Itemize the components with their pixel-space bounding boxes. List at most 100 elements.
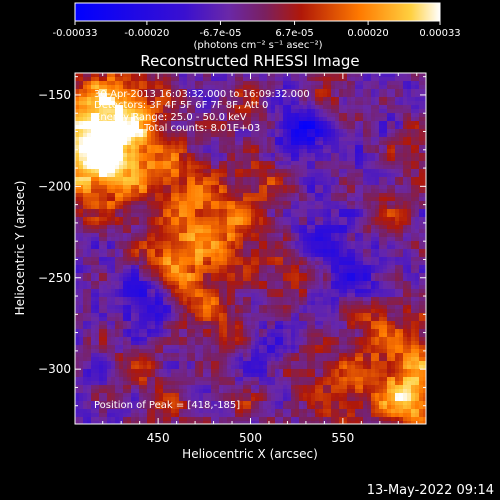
heatmap-cell <box>167 109 172 114</box>
heatmap-cell <box>383 181 388 186</box>
heatmap-cell <box>75 97 80 102</box>
heatmap-cell <box>163 161 168 166</box>
heatmap-cell <box>207 121 212 126</box>
heatmap-cell <box>123 265 128 270</box>
heatmap-cell <box>279 113 284 118</box>
heatmap-cell <box>315 77 320 82</box>
heatmap-cell <box>371 225 376 230</box>
heatmap-cell <box>267 141 272 146</box>
heatmap-cell <box>151 181 156 186</box>
heatmap-cell <box>199 197 204 202</box>
heatmap-cell <box>127 161 132 166</box>
heatmap-cell <box>379 153 384 158</box>
heatmap-cell <box>383 245 388 250</box>
heatmap-cell <box>131 193 136 198</box>
heatmap-cell <box>159 97 164 102</box>
heatmap-cell <box>91 281 96 286</box>
heatmap-cell <box>111 297 116 302</box>
heatmap-cell <box>423 157 426 162</box>
heatmap-cell <box>271 181 276 186</box>
heatmap-cell <box>183 77 188 82</box>
heatmap-cell <box>147 125 152 130</box>
heatmap-cell <box>215 145 220 150</box>
heatmap-cell <box>335 145 340 150</box>
heatmap-cell <box>243 185 248 190</box>
heatmap-cell <box>275 217 280 222</box>
heatmap-cell <box>327 105 332 110</box>
heatmap-cell <box>319 265 324 270</box>
heatmap-cell <box>395 265 400 270</box>
heatmap-cell <box>187 261 192 266</box>
heatmap-cell <box>103 201 108 206</box>
heatmap-cell <box>167 253 172 258</box>
heatmap-cell <box>299 101 304 106</box>
heatmap-cell <box>287 129 292 134</box>
heatmap-cell <box>175 113 180 118</box>
heatmap-cell <box>107 193 112 198</box>
heatmap-cell <box>287 209 292 214</box>
heatmap-cell <box>307 89 312 94</box>
heatmap-cell <box>111 237 116 242</box>
heatmap-cell <box>207 73 212 78</box>
heatmap-cell <box>351 201 356 206</box>
heatmap-cell <box>179 233 184 238</box>
heatmap-cell <box>167 209 172 214</box>
heatmap-cell <box>167 181 172 186</box>
heatmap-cell <box>295 209 300 214</box>
heatmap-cell <box>87 201 92 206</box>
heatmap-cell <box>423 209 426 214</box>
heatmap-cell <box>335 77 340 82</box>
heatmap-cell <box>263 293 268 298</box>
heatmap-cell <box>83 141 88 146</box>
heatmap-cell <box>99 117 104 122</box>
heatmap-cell <box>343 289 348 294</box>
heatmap-cell <box>259 81 264 86</box>
heatmap-cell <box>283 109 288 114</box>
heatmap-cell <box>279 153 284 158</box>
heatmap-cell <box>163 169 168 174</box>
heatmap-cell <box>355 121 360 126</box>
heatmap-cell <box>163 197 168 202</box>
heatmap-cell <box>259 169 264 174</box>
heatmap-cell <box>391 273 396 278</box>
heatmap-cell <box>183 73 188 78</box>
heatmap-cell <box>87 257 92 262</box>
heatmap-cell <box>239 201 244 206</box>
heatmap-cell <box>147 193 152 198</box>
heatmap-cell <box>379 173 384 178</box>
heatmap-cell <box>279 293 284 298</box>
heatmap-cell <box>95 225 100 230</box>
heatmap-cell <box>335 245 340 250</box>
heatmap-cell <box>371 281 376 286</box>
heatmap-cell <box>247 289 252 294</box>
heatmap-cell <box>159 205 164 210</box>
heatmap-cell <box>99 273 104 278</box>
heatmap-cell <box>331 113 336 118</box>
heatmap-cell <box>339 253 344 258</box>
heatmap-cell <box>275 149 280 154</box>
heatmap-cell <box>91 257 96 262</box>
heatmap-cell <box>283 93 288 98</box>
heatmap-cell <box>331 193 336 198</box>
heatmap-cell <box>175 93 180 98</box>
heatmap-cell <box>135 253 140 258</box>
heatmap-cell <box>331 141 336 146</box>
heatmap-cell <box>183 117 188 122</box>
heatmap-cell <box>319 137 324 142</box>
heatmap-cell <box>131 101 136 106</box>
heatmap-cell <box>191 129 196 134</box>
heatmap-cell <box>211 161 216 166</box>
heatmap-cell <box>151 93 156 98</box>
heatmap-cell <box>147 265 152 270</box>
heatmap-cell <box>99 169 104 174</box>
heatmap-cell <box>75 193 80 198</box>
heatmap-cell <box>211 77 216 82</box>
heatmap-cell <box>303 285 308 290</box>
heatmap-cell <box>167 77 172 82</box>
heatmap-cell <box>107 133 112 138</box>
heatmap-cell <box>183 297 188 302</box>
heatmap-cell <box>251 249 256 254</box>
heatmap-cell <box>319 193 324 198</box>
heatmap-cell <box>351 217 356 222</box>
heatmap-cell <box>231 101 236 106</box>
